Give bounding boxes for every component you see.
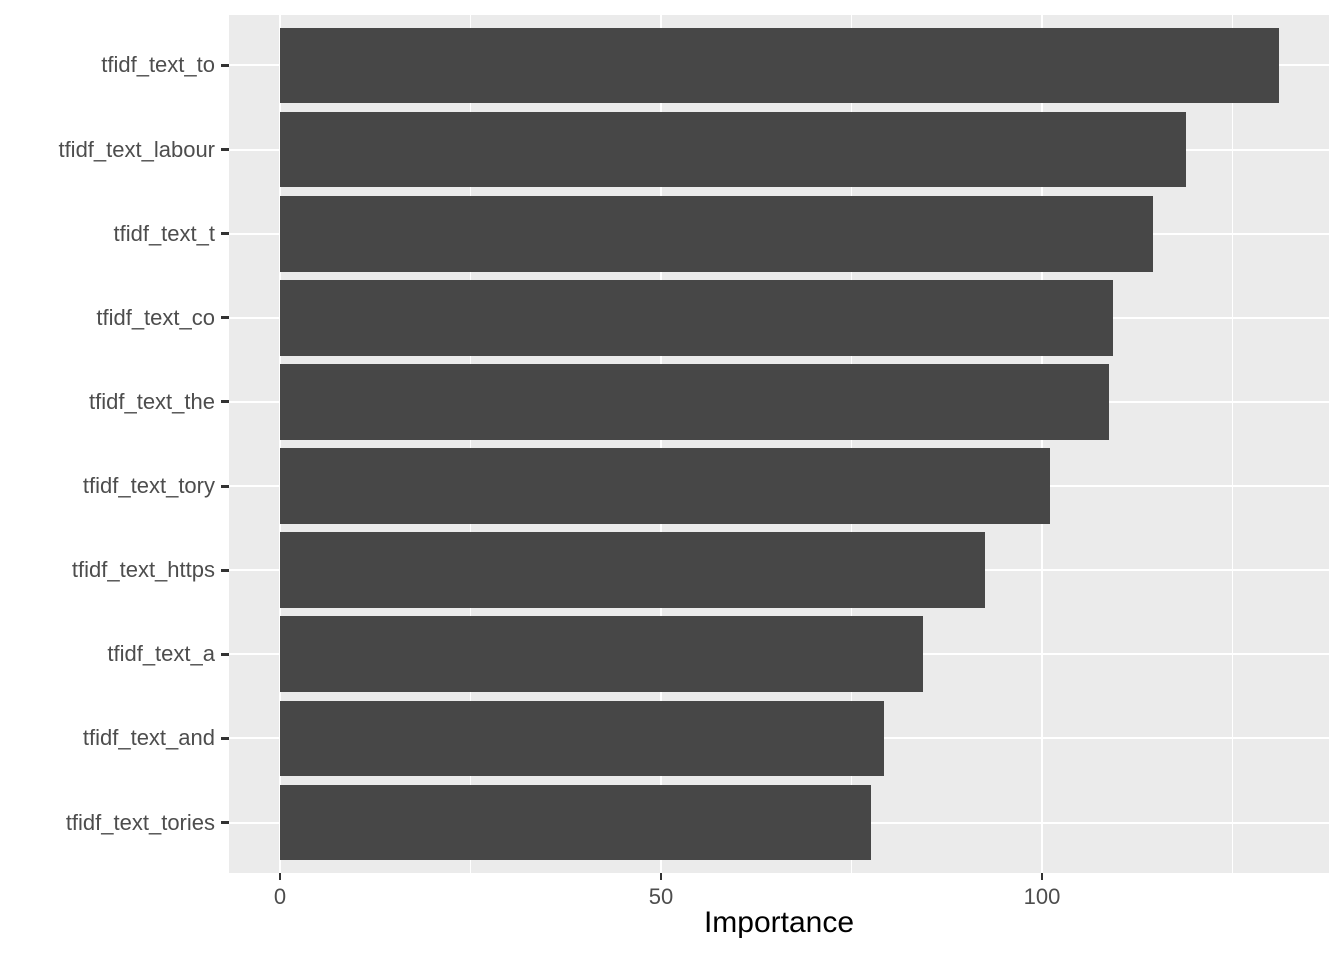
y-tick-label: tfidf_text_to: [101, 52, 215, 78]
x-major-gridline: [1041, 15, 1043, 873]
y-axis-tick-mark: [221, 736, 229, 740]
x-minor-gridline: [1232, 15, 1233, 873]
bar-tfidf_text_to: [280, 27, 1279, 104]
x-tick-label: 0: [273, 884, 287, 909]
bar-tfidf_text_and: [280, 700, 885, 777]
x-minor-gridline: [851, 15, 852, 873]
y-axis-tick-mark: [221, 821, 229, 825]
y-axis-tick-mark: [221, 652, 229, 656]
x-tick-label: 50: [648, 884, 674, 909]
x-tick-label: 100: [1023, 884, 1061, 909]
bar-tfidf_text_a: [280, 616, 924, 693]
y-tick-label: tfidf_text_and: [82, 725, 215, 751]
y-tick-label: tfidf_text_a: [107, 641, 215, 667]
y-axis-tick-mark: [221, 148, 229, 152]
y-tick-label: tfidf_text_co: [96, 304, 215, 330]
y-tick-label: tfidf_text_tory: [82, 473, 215, 499]
x-major-gridline: [279, 15, 281, 873]
y-axis-tick-mark: [221, 400, 229, 404]
bar-tfidf_text_co: [280, 279, 1113, 356]
bar-tfidf_text_tories: [280, 784, 872, 861]
x-axis-title: Importance: [703, 906, 855, 939]
y-axis-tick-mark: [221, 316, 229, 320]
y-axis-tick-mark: [221, 63, 229, 67]
y-tick-label: tfidf_text_https: [71, 557, 215, 583]
y-axis-tick-mark: [221, 232, 229, 236]
bar-tfidf_text_the: [280, 364, 1110, 440]
y-tick-label: tfidf_text_the: [89, 388, 215, 414]
y-tick-label: tfidf_text_tories: [65, 809, 215, 835]
x-minor-gridline: [470, 15, 471, 873]
x-axis-tick-mark: [660, 873, 662, 880]
y-tick-label: tfidf_text_t: [113, 220, 215, 246]
x-axis-tick-mark: [279, 873, 281, 880]
y-axis-tick-mark: [221, 568, 229, 572]
x-major-gridline: [660, 15, 662, 873]
bar-tfidf_text_labour: [280, 111, 1187, 188]
bar-tfidf_text_https: [280, 532, 985, 609]
y-axis-tick-mark: [221, 484, 229, 488]
bar-tfidf_text_tory: [280, 448, 1050, 524]
x-axis-tick-mark: [1041, 873, 1043, 880]
y-tick-label: tfidf_text_labour: [58, 136, 215, 162]
bar-tfidf_text_t: [280, 195, 1154, 272]
